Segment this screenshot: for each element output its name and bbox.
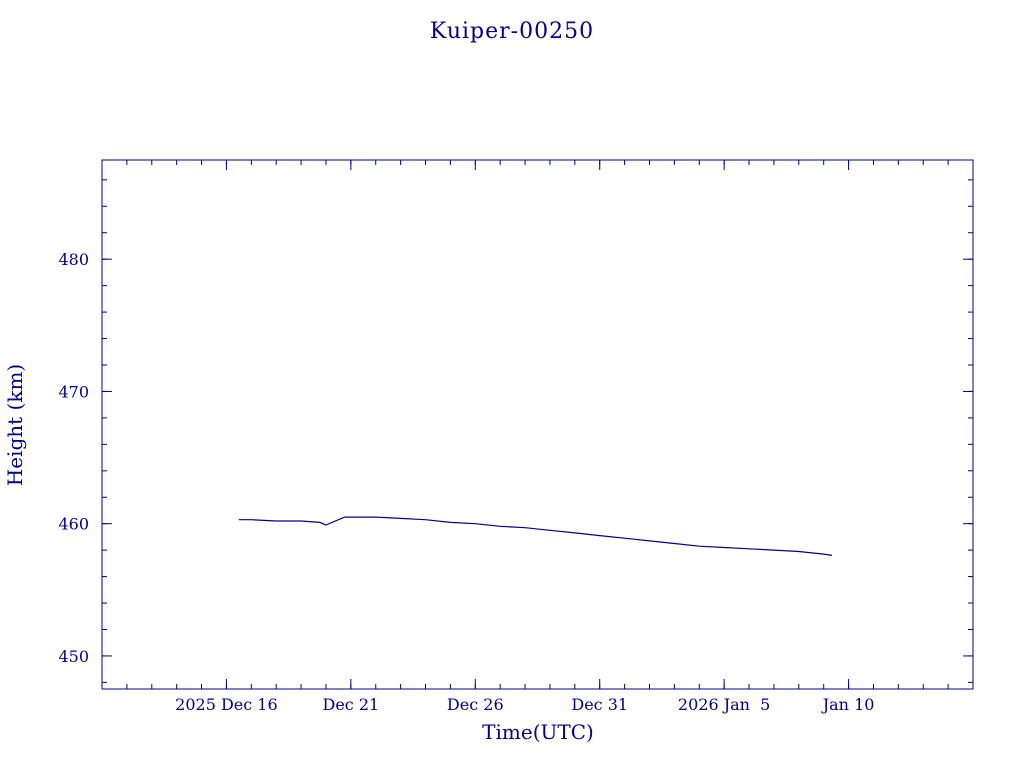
y-axis-label: Height (km): [3, 364, 27, 486]
y-tick-label: 460: [58, 515, 89, 534]
y-tick-label: 470: [58, 382, 89, 401]
plot-frame: [101, 159, 974, 690]
y-tick-label: 480: [58, 250, 89, 269]
y-tick-label: 450: [58, 647, 89, 666]
x-tick-label: Dec 26: [447, 695, 504, 714]
series-line: [238, 516, 833, 556]
axis-ticks: [102, 160, 973, 689]
x-tick-label: 2025 Dec 16: [175, 695, 278, 714]
tick-labels: 2025 Dec 16 Dec 21 Dec 26 Dec 31 2026 Jan 5 J…: [58, 250, 874, 714]
chart-title: Kuiper-00250: [430, 19, 594, 44]
x-tick-label: Jan 10: [821, 695, 875, 714]
x-tick-label: 2026 Jan 5: [678, 695, 770, 714]
x-tick-label: Dec 21: [323, 695, 380, 714]
x-tick-label: Dec 31: [571, 695, 628, 714]
x-axis-label: Time(UTC): [482, 720, 594, 744]
